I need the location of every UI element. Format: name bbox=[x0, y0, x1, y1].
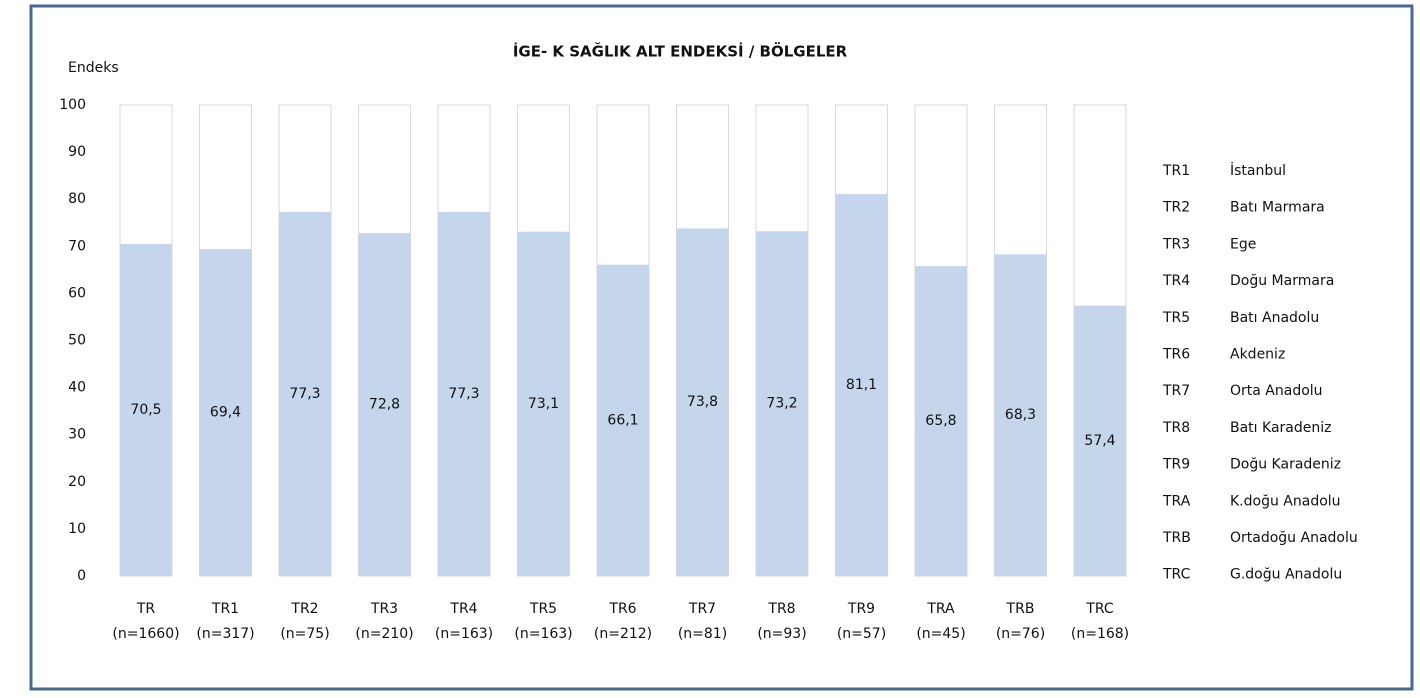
x-tick-label: TR9 bbox=[847, 601, 875, 617]
data-label: 73,8 bbox=[687, 394, 718, 410]
x-tick-label: TRA bbox=[926, 601, 955, 617]
y-tick-label: 70 bbox=[68, 238, 86, 254]
x-tick-sublabel: (n=163) bbox=[514, 626, 572, 642]
x-tick-sublabel: (n=210) bbox=[355, 626, 413, 642]
data-label: 73,1 bbox=[528, 396, 559, 412]
x-tick-label: TRC bbox=[1085, 601, 1114, 617]
x-tick-label: TR4 bbox=[449, 601, 477, 617]
x-tick-sublabel: (n=93) bbox=[757, 626, 806, 642]
data-label: 77,3 bbox=[448, 386, 479, 402]
legend-name: Orta Anadolu bbox=[1230, 383, 1323, 399]
y-tick-label: 10 bbox=[68, 521, 86, 537]
legend-code: TR1 bbox=[1162, 163, 1190, 179]
legend-code: TRB bbox=[1162, 530, 1191, 546]
data-label: 57,4 bbox=[1084, 433, 1115, 449]
legend-name: Batı Karadeniz bbox=[1230, 420, 1331, 436]
legend-code: TR2 bbox=[1162, 200, 1190, 216]
x-tick-sublabel: (n=168) bbox=[1071, 626, 1129, 642]
x-tick-label: TR1 bbox=[211, 601, 239, 617]
y-tick-label: 50 bbox=[68, 333, 86, 349]
y-tick-label: 30 bbox=[68, 427, 86, 443]
bar bbox=[199, 249, 252, 576]
data-label: 66,1 bbox=[607, 412, 638, 428]
y-tick-label: 40 bbox=[68, 380, 86, 396]
legend-name: İstanbul bbox=[1230, 161, 1286, 179]
x-tick-label: TR8 bbox=[767, 601, 795, 617]
data-label: 73,2 bbox=[766, 396, 797, 412]
x-tick-label: TR7 bbox=[688, 601, 716, 617]
y-tick-label: 80 bbox=[68, 191, 86, 207]
legend-code: TR4 bbox=[1162, 273, 1190, 289]
x-tick-label: TR5 bbox=[529, 601, 557, 617]
legend-name: G.doğu Anadolu bbox=[1230, 567, 1342, 583]
x-tick-sublabel: (n=75) bbox=[280, 626, 329, 642]
legend-name: Ortadoğu Anadolu bbox=[1230, 530, 1358, 546]
bar bbox=[438, 211, 490, 577]
legend-name: Ege bbox=[1230, 236, 1256, 252]
y-axis-label: Endeks bbox=[68, 60, 119, 76]
x-tick-sublabel: (n=81) bbox=[678, 626, 727, 642]
data-label: 65,8 bbox=[925, 413, 956, 429]
data-label: 77,3 bbox=[289, 386, 320, 402]
x-tick-label: TR2 bbox=[290, 601, 318, 617]
x-tick-sublabel: (n=45) bbox=[916, 626, 965, 642]
legend-code: TRC bbox=[1162, 567, 1191, 583]
bar bbox=[358, 233, 411, 576]
chart-title: İGE- K SAĞLIK ALT ENDEKSİ / BÖLGELER bbox=[513, 42, 848, 61]
x-tick-sublabel: (n=57) bbox=[837, 626, 886, 642]
legend-code: TR8 bbox=[1162, 420, 1190, 436]
y-tick-label: 20 bbox=[68, 474, 86, 490]
legend-code: TRA bbox=[1162, 493, 1191, 509]
data-label: 70,5 bbox=[130, 402, 161, 418]
data-label: 68,3 bbox=[1005, 407, 1036, 423]
legend-code: TR6 bbox=[1162, 347, 1190, 363]
bar bbox=[120, 243, 172, 576]
legend-code: TR9 bbox=[1162, 457, 1190, 473]
x-tick-label: TR3 bbox=[370, 601, 398, 617]
bar bbox=[676, 228, 729, 577]
bar bbox=[1074, 305, 1126, 576]
legend-name: Batı Marmara bbox=[1230, 200, 1325, 216]
bar bbox=[915, 266, 967, 576]
legend-code: TR5 bbox=[1162, 310, 1190, 326]
x-tick-sublabel: (n=317) bbox=[196, 626, 254, 642]
bar bbox=[835, 194, 888, 577]
x-tick-sublabel: (n=212) bbox=[594, 626, 652, 642]
x-tick-label: TR6 bbox=[608, 601, 636, 617]
x-tick-sublabel: (n=163) bbox=[435, 626, 493, 642]
bar bbox=[279, 211, 331, 577]
legend-name: Doğu Karadeniz bbox=[1230, 457, 1341, 473]
x-tick-sublabel: (n=76) bbox=[996, 626, 1045, 642]
y-tick-label: 100 bbox=[59, 97, 86, 113]
y-tick-label: 0 bbox=[77, 568, 86, 584]
bar bbox=[756, 231, 808, 576]
data-label: 72,8 bbox=[369, 397, 400, 413]
y-tick-label: 90 bbox=[68, 144, 86, 160]
legend-name: Akdeniz bbox=[1230, 347, 1285, 363]
x-tick-sublabel: (n=1660) bbox=[112, 626, 179, 642]
data-label: 69,4 bbox=[210, 405, 241, 421]
x-tick-label: TRB bbox=[1006, 601, 1035, 617]
legend-code: TR7 bbox=[1162, 383, 1190, 399]
bar bbox=[517, 231, 570, 576]
x-tick-label: TR bbox=[136, 601, 156, 617]
legend-code: TR3 bbox=[1162, 236, 1190, 252]
data-label: 81,1 bbox=[846, 377, 877, 393]
bar bbox=[597, 264, 649, 576]
legend-name: K.doğu Anadolu bbox=[1230, 493, 1341, 509]
y-tick-label: 60 bbox=[68, 285, 86, 301]
legend-name: Batı Anadolu bbox=[1230, 310, 1319, 326]
legend-name: Doğu Marmara bbox=[1230, 273, 1334, 289]
bar bbox=[994, 254, 1047, 576]
